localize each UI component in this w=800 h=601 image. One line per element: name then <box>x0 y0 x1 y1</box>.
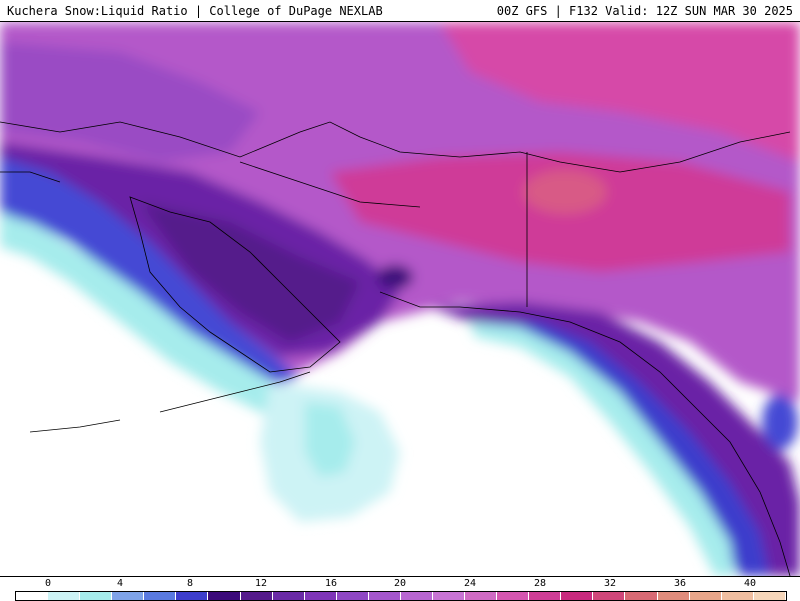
colorbar-cell <box>208 592 241 600</box>
colorbar-tick-label: 24 <box>463 578 477 589</box>
colorbar-cell <box>272 592 305 600</box>
colorbar-tick-label: 12 <box>254 578 268 589</box>
colorbar-tick-label: 32 <box>603 578 617 589</box>
colorbar-cell <box>689 592 722 600</box>
colorbar-tick-label: 40 <box>743 578 757 589</box>
colorbar-tick-label: 28 <box>533 578 547 589</box>
colorbar-tick-label: 20 <box>393 578 407 589</box>
forecast-map <box>0 22 800 576</box>
coastline-outlines <box>0 121 791 576</box>
map-header: Kuchera Snow:Liquid Ratio | College of D… <box>0 0 800 22</box>
colorbar-cell <box>48 592 81 600</box>
colorbar-cell <box>465 592 498 600</box>
colorbar-cell <box>176 592 209 600</box>
colorbar-cell <box>593 592 626 600</box>
colorbar-cell <box>304 592 337 600</box>
colorbar-cell <box>80 592 113 600</box>
colorbar-cell <box>753 592 786 600</box>
model-run-info: 00Z GFS | F132 Valid: 12Z SUN MAR 30 202… <box>496 4 793 18</box>
colorbar-cell <box>497 592 530 600</box>
snow-ratio-field <box>0 22 800 576</box>
colorbar-cell <box>400 592 434 600</box>
colorbar-cell <box>657 592 690 600</box>
colorbar-cell <box>144 592 177 600</box>
colorbar-cell <box>433 592 466 600</box>
colorbar-cell <box>561 592 594 600</box>
colorbar-cell <box>368 592 401 600</box>
colorbar: 0 4 8 12 16 20 24 28 32 36 40 <box>0 576 800 601</box>
colorbar-cell <box>336 592 369 600</box>
colorbar-tick-label: 4 <box>116 578 124 589</box>
product-title: Kuchera Snow:Liquid Ratio | College of D… <box>7 4 383 18</box>
colorbar-labels: 0 4 8 12 16 20 24 28 32 36 40 <box>0 578 800 590</box>
colorbar-cell <box>721 592 754 600</box>
colorbar-cell <box>16 592 49 600</box>
colorbar-cell <box>529 592 562 600</box>
colorbar-tick-label: 8 <box>186 578 194 589</box>
colorbar-cell <box>625 592 658 600</box>
colorbar-tick-label: 16 <box>324 578 338 589</box>
colorbar-tick-label: 36 <box>673 578 687 589</box>
colorbar-tick-label: 0 <box>44 578 52 589</box>
colorbar-cell <box>112 592 145 600</box>
colorbar-cell <box>240 592 273 600</box>
